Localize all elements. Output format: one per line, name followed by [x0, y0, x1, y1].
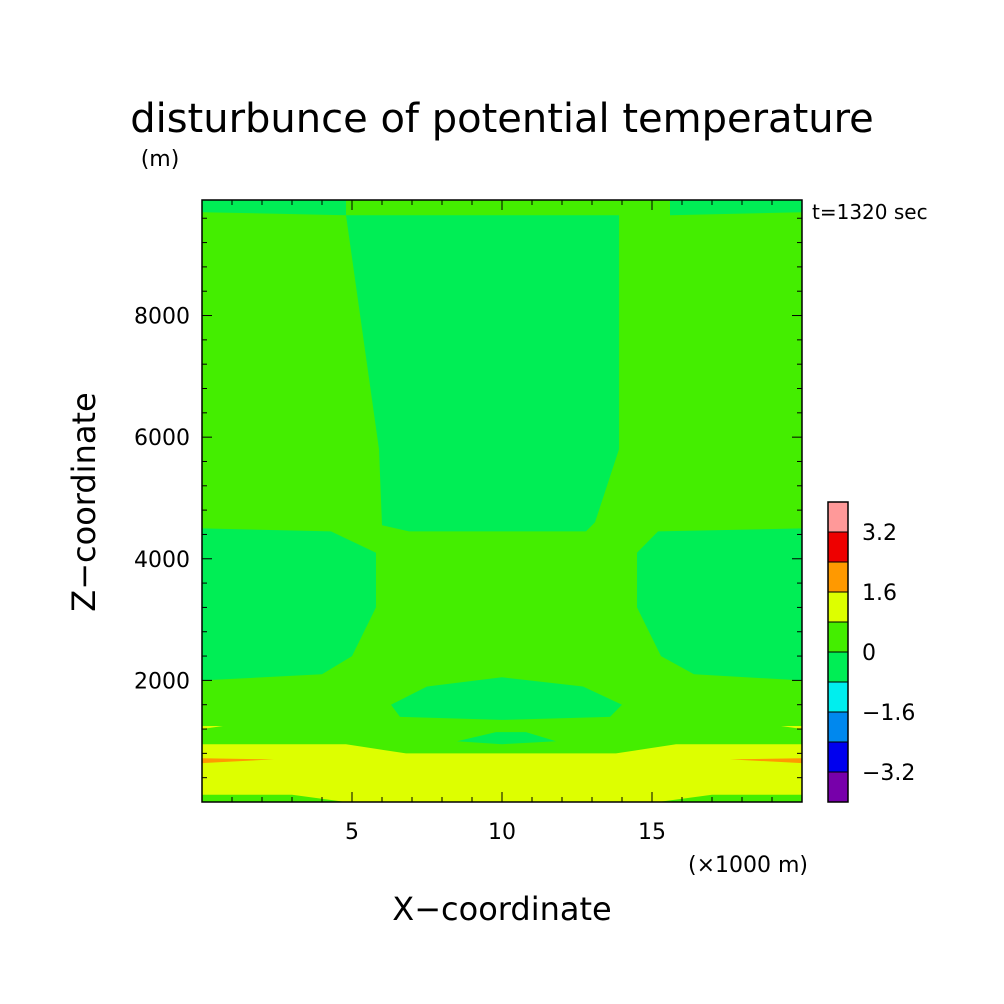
contour-region-1 [346, 215, 619, 532]
colorbar-swatch [827, 621, 849, 653]
x-axis-ticks: 5 10 15 [231, 200, 773, 845]
colorbar-swatch [827, 711, 849, 743]
x-unit-label: (×1000 m) [688, 853, 808, 878]
contour-region-12 [730, 758, 802, 764]
contour-region-13 [202, 794, 346, 802]
colorbar-swatch [827, 561, 849, 593]
colorbar: 3.2 1.6 0 −1.6 −3.2 [827, 501, 915, 803]
colorbar-swatch [827, 771, 849, 803]
y-tick-label: 2000 [134, 669, 190, 694]
y-tick-label: 6000 [134, 426, 190, 451]
colorbar-swatch [827, 681, 849, 713]
contour-fills [202, 200, 802, 802]
y-axis-title: Z−coordinate [65, 392, 103, 611]
chart-title: disturbunce of potential temperature [130, 96, 874, 142]
x-tick-label: 5 [345, 820, 359, 845]
colorbar-swatch [827, 591, 849, 623]
contour-region-2 [202, 200, 346, 216]
x-tick-label: 10 [488, 820, 516, 845]
y-unit-label: (m) [141, 147, 180, 172]
contour-region-6 [391, 677, 622, 720]
contour-region-8 [202, 744, 802, 802]
contour-region-10 [781, 726, 802, 729]
contour-region-4 [202, 528, 376, 681]
y-axis-ticks: 2000 4000 6000 8000 [134, 217, 802, 779]
contour-region-3 [670, 200, 802, 216]
colorbar-swatch [827, 741, 849, 773]
contour-region-9 [202, 726, 223, 729]
contour-region-7 [457, 732, 556, 745]
y-tick-label: 4000 [134, 548, 190, 573]
y-tick-label: 8000 [134, 305, 190, 330]
colorbar-tick-label: 0 [862, 641, 876, 666]
colorbar-swatch [827, 501, 849, 533]
x-tick-label: 15 [638, 820, 666, 845]
contour-region-14 [658, 794, 802, 802]
contour-region-5 [637, 528, 802, 681]
colorbar-tick-label: −3.2 [862, 761, 915, 786]
time-label: t=1320 sec [812, 200, 928, 224]
colorbar-swatch [827, 531, 849, 563]
x-axis-title: X−coordinate [392, 890, 611, 928]
colorbar-swatch [827, 651, 849, 683]
colorbar-border [827, 501, 849, 803]
colorbar-tick-label: 3.2 [862, 521, 897, 546]
colorbar-tick-label: −1.6 [862, 701, 915, 726]
colorbar-tick-label: 1.6 [862, 581, 897, 606]
contour-region-11 [202, 758, 274, 764]
